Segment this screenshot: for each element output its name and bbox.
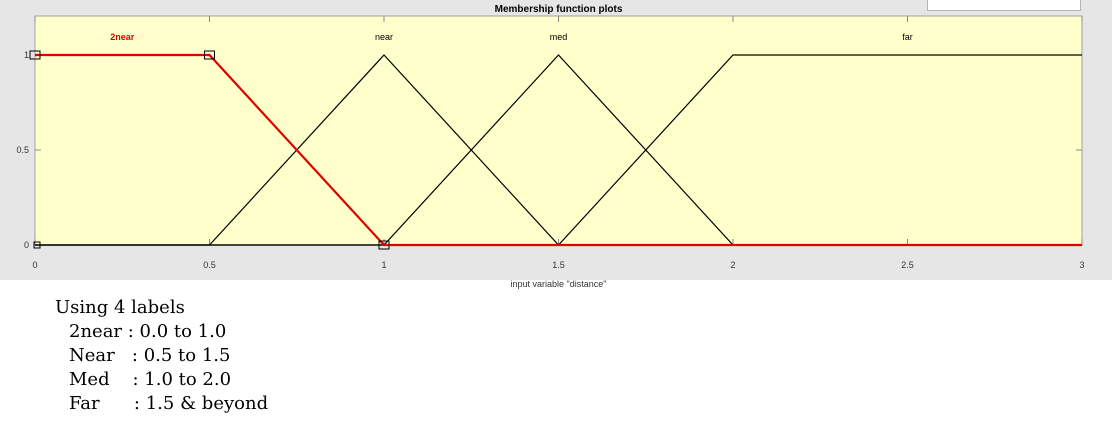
plot-area: [34, 15, 1083, 246]
series-label-med: med: [550, 32, 568, 42]
variable-range-input[interactable]: [927, 0, 1081, 11]
x-axis-label: input variable "distance": [511, 279, 607, 289]
series-label-2near: 2near: [110, 32, 135, 42]
x-tick-label: 2: [730, 260, 735, 270]
notes-heading: Using 4 labels: [55, 297, 185, 318]
chart-title: Membership function plots: [495, 4, 623, 15]
x-tick-label: 0: [32, 260, 37, 270]
y-tick-label: 0.5: [16, 145, 29, 155]
note-line-2near: 2near : 0.0 to 1.0: [69, 321, 227, 342]
vertex-handle: [33, 241, 41, 249]
x-tick-label: 3: [1079, 260, 1084, 270]
note-line-far: Far : 1.5 & beyond: [69, 393, 269, 414]
series-label-near: near: [375, 32, 393, 42]
x-tick-label: 1.5: [552, 260, 565, 270]
notes-block: Using 4 labels 2near : 0.0 to 1.0 Near :…: [55, 296, 268, 416]
membership-chart: Membership function plots 0 0.5 1 1.5 2 2.5 3 0 0…: [16, 4, 1084, 289]
vertex-handle: [29, 50, 41, 60]
series-line-2near: [35, 53, 1082, 247]
x-tick-label: 1: [381, 260, 386, 270]
y-tick-label: 0: [24, 240, 29, 250]
note-line-near: Near : 0.5 to 1.5: [69, 345, 231, 366]
series-line-far: [35, 54, 1082, 246]
x-tick-label: 2.5: [901, 260, 914, 270]
note-line-med: Med : 1.0 to 2.0: [69, 369, 232, 390]
y-tick-label: 1: [24, 50, 29, 60]
x-tick-label: 0.5: [203, 260, 216, 270]
vertex-handle: [204, 50, 215, 60]
vertex-handle: [378, 240, 390, 250]
series-label-far: far: [902, 32, 913, 42]
